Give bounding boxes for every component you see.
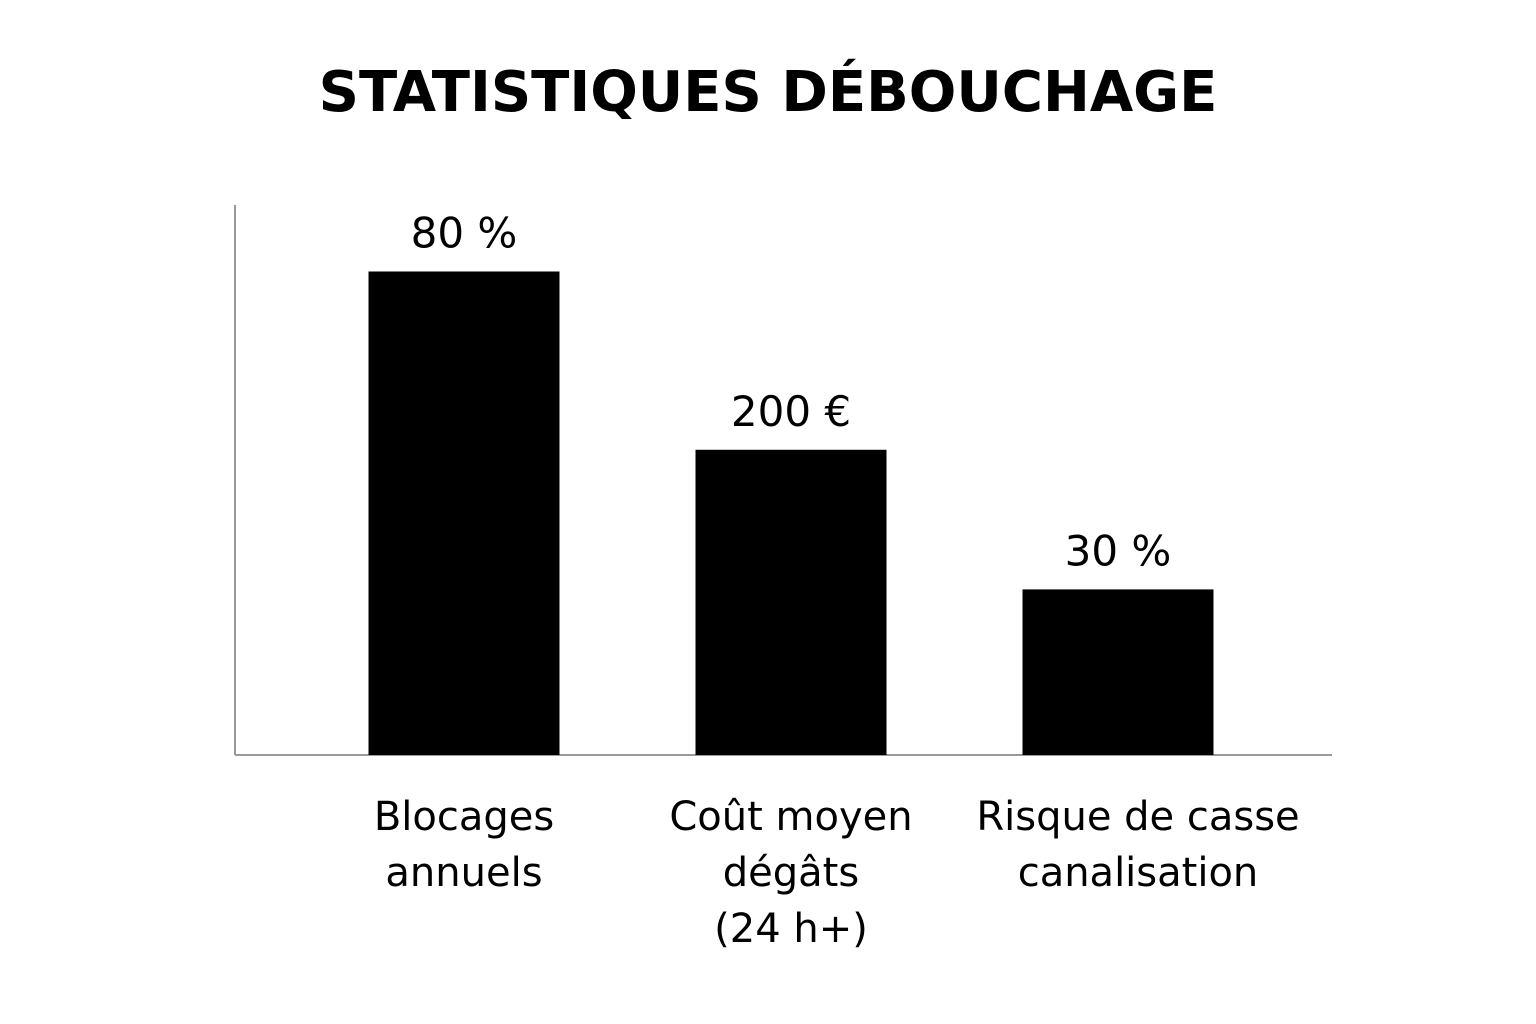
category-label-line: Blocages xyxy=(374,794,554,840)
bar xyxy=(1022,589,1214,755)
bar xyxy=(368,271,560,755)
category-label-line: Risque de casse xyxy=(976,794,1299,840)
chart-bars xyxy=(368,271,1214,755)
bar-value-label: 30 % xyxy=(1065,526,1172,575)
category-label-line: Coût moyen xyxy=(669,794,912,840)
bar-value-label: 80 % xyxy=(411,208,518,257)
category-label-line: (24 h+) xyxy=(714,906,868,952)
bar xyxy=(695,449,887,755)
chart-title: STATISTIQUES DÉBOUCHAGE xyxy=(318,60,1218,125)
category-label-line: dégâts xyxy=(723,850,859,896)
bar-value-label: 200 € xyxy=(731,387,851,436)
category-label: Blocages annuels xyxy=(374,794,554,896)
category-label: Coût moyen dégâts (24 h+) xyxy=(669,794,912,952)
chart-category-labels: Blocages annuels Coût moyen dégâts (24 h+) Ri… xyxy=(374,794,1300,952)
category-label-line: canalisation xyxy=(1018,850,1259,896)
category-label: Risque de casse canalisation xyxy=(976,794,1299,896)
chart-value-labels: 80 % 200 € 30 % xyxy=(411,208,1172,575)
category-label-line: annuels xyxy=(385,850,542,896)
